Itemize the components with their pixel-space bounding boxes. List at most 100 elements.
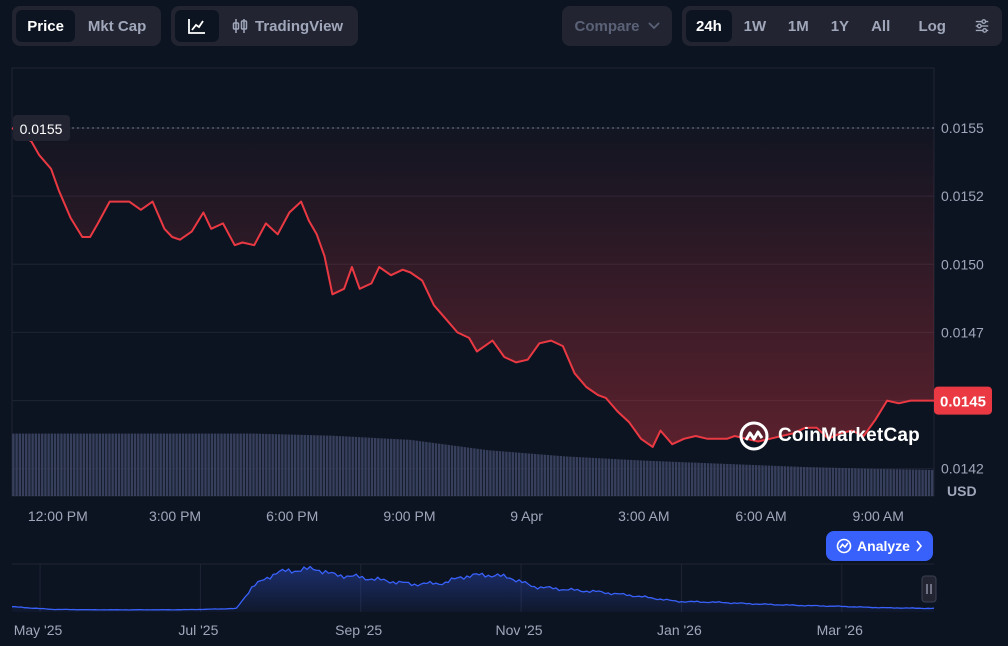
volume-bar <box>748 464 751 496</box>
volume-bar <box>441 444 444 496</box>
volume-bar <box>338 436 342 496</box>
range-all[interactable]: All <box>871 17 891 35</box>
volume-bar <box>12 433 15 496</box>
volume-bar <box>428 442 431 496</box>
volume-bar <box>348 436 351 496</box>
volume-bar <box>678 462 681 496</box>
volume-bar <box>268 434 271 496</box>
volume-bar <box>697 462 700 496</box>
x-axis: 12:00 PM 3:00 PM 6:00 PM 9:00 PM 9 Apr 3:00 A… <box>28 508 904 524</box>
volume-bar <box>780 466 783 496</box>
x-tick-label: 9:00 AM <box>853 508 904 524</box>
volume-bar <box>226 433 230 496</box>
volume-bar <box>809 467 812 496</box>
volume-bar <box>774 465 777 496</box>
sliders-icon[interactable] <box>964 10 1000 42</box>
volume-bar <box>213 433 217 496</box>
volume-bar <box>742 464 745 496</box>
volume-bar <box>530 453 534 496</box>
volume-bar <box>882 469 886 496</box>
volume-bar <box>543 454 547 496</box>
volume-bar <box>892 469 895 496</box>
volume-bar <box>197 433 201 496</box>
tab-market-cap[interactable]: Mkt Cap <box>87 17 147 35</box>
price-chart[interactable]: 0.0155 0.0152 0.0150 0.0147 0.0145 0.0142 12:… <box>0 0 1008 530</box>
log-scale-button[interactable]: Log <box>918 17 946 35</box>
volume-bar <box>50 433 54 496</box>
volume-bar <box>706 463 710 496</box>
line-chart-icon[interactable] <box>175 10 219 42</box>
volume-bar <box>719 463 723 496</box>
volume-bar <box>21 433 25 496</box>
volume-bar <box>271 434 274 496</box>
range-1m[interactable]: 1M <box>787 17 809 35</box>
volume-bar <box>153 433 156 496</box>
volume-bar <box>879 468 883 496</box>
volume-bar <box>585 457 588 496</box>
volume-bar <box>559 456 563 496</box>
volume-bar <box>469 447 473 496</box>
volume-bar <box>546 455 550 496</box>
volume-bar <box>562 456 566 496</box>
volume-bar <box>130 433 134 496</box>
x-tick-label: 9:00 PM <box>383 508 435 524</box>
volume-bar <box>658 461 662 496</box>
price-line <box>11 127 934 448</box>
volume-bar <box>617 459 620 496</box>
volume-bar <box>870 468 873 496</box>
volume-bar <box>63 433 66 496</box>
volume-bar <box>700 462 703 496</box>
volume-bar <box>873 468 876 496</box>
volume-bar <box>495 450 499 496</box>
volume-bar <box>662 461 665 496</box>
analyze-button[interactable]: Analyze <box>826 531 933 561</box>
volume-bar <box>178 433 182 496</box>
volume-bar <box>604 458 607 496</box>
range-1y[interactable]: 1Y <box>830 17 850 35</box>
volume-bar <box>380 438 383 496</box>
volume-bar <box>361 437 364 496</box>
volume-bar <box>332 435 335 496</box>
volume-bar <box>249 433 252 496</box>
volume-bar <box>665 461 668 496</box>
volume-bar <box>623 459 627 496</box>
volume-bar <box>111 433 114 496</box>
compare-dropdown[interactable]: Compare <box>562 6 672 46</box>
volume-bar <box>85 433 89 496</box>
volume-bar <box>482 449 486 496</box>
candlestick-icon <box>232 19 248 33</box>
volume-bar <box>639 460 643 496</box>
volume-bar <box>527 453 531 496</box>
volume-bar <box>582 457 585 496</box>
range-24h[interactable]: 24h <box>686 10 732 42</box>
volume-bar <box>405 439 409 496</box>
volume-bar <box>287 434 290 496</box>
range-navigator[interactable]: May '25 Jul '25 Sep '25 Nov '25 Jan '26 Mar '… <box>0 560 1008 646</box>
volume-bar <box>434 443 438 496</box>
volume-bar <box>409 439 412 496</box>
volume-bar <box>364 437 367 496</box>
volume-bar <box>713 463 716 496</box>
volume-bar <box>79 433 82 496</box>
navigator-handle[interactable] <box>921 575 937 603</box>
volume-bar <box>373 437 377 496</box>
volume-bar <box>863 468 867 496</box>
volume-bar <box>201 433 204 496</box>
range-1w[interactable]: 1W <box>743 17 767 35</box>
volume-bar <box>229 433 233 496</box>
volume-bar <box>146 433 150 496</box>
volume-bar <box>732 464 735 496</box>
tradingview-button[interactable]: TradingView <box>221 10 353 42</box>
volume-bar <box>329 435 332 496</box>
tab-price[interactable]: Price <box>16 10 76 42</box>
navigator-tick-label: Nov '25 <box>496 622 543 638</box>
volume-bar <box>850 468 854 496</box>
volume-bar <box>185 433 188 496</box>
brand-name: CoinMarketCap <box>778 425 920 446</box>
volume-bar <box>92 433 95 496</box>
y-tick-label: 0.0150 <box>941 256 984 272</box>
volume-bar <box>351 436 354 496</box>
volume-bar <box>646 460 649 496</box>
current-price-badge: 0.0145 <box>934 386 992 415</box>
y-tick-label: 0.0155 <box>941 120 984 136</box>
